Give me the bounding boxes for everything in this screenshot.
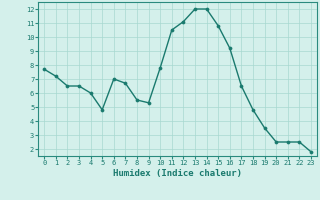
X-axis label: Humidex (Indice chaleur): Humidex (Indice chaleur) (113, 169, 242, 178)
